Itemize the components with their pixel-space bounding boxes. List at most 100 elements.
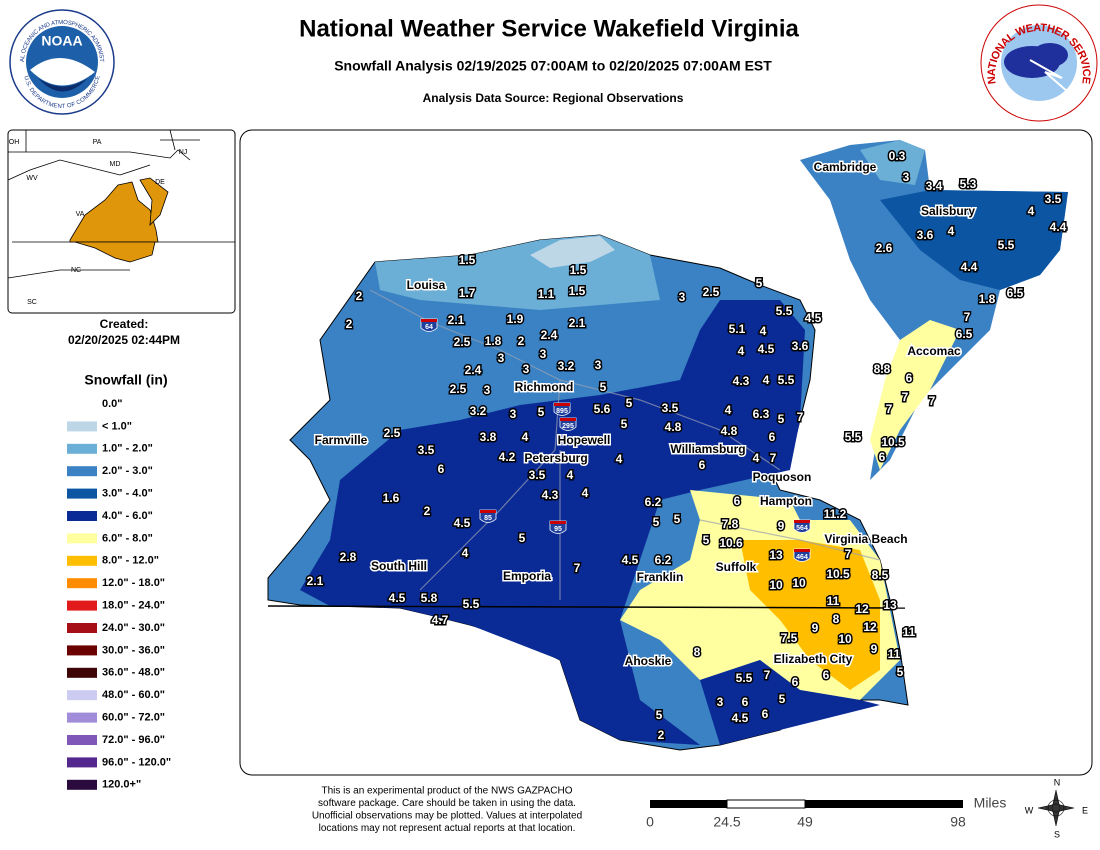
legend-label: 4.0" - 6.0": [102, 510, 153, 522]
snowfall-report: 5.5: [845, 430, 862, 444]
snowfall-report: 7: [574, 561, 581, 575]
shield-number: 64: [425, 324, 433, 331]
snowfall-report: 6: [792, 675, 799, 689]
snowfall-report: 3: [498, 351, 505, 365]
snowfall-report: 4: [738, 344, 745, 358]
snowfall-report: 1.5: [570, 263, 587, 277]
snowfall-report: 5: [756, 276, 763, 290]
snowfall-report: 5.6: [594, 402, 611, 416]
shield-number: 464: [796, 554, 808, 561]
snowfall-report: 4: [948, 224, 955, 238]
snowfall-report: 7: [764, 668, 771, 682]
snowfall-report: 7: [964, 310, 971, 324]
snowfall-report: 5.8: [421, 591, 438, 605]
legend-label: 36.0" - 48.0": [102, 667, 165, 679]
snowfall-report: 5: [656, 708, 663, 722]
snowfall-report: 7: [929, 394, 936, 408]
snowfall-report: 3.5: [662, 401, 679, 415]
state-label: PA: [93, 139, 102, 146]
snowfall-report: 3: [679, 290, 686, 304]
snowfall-report: 5.5: [776, 304, 793, 318]
legend-label: 6.0" - 8.0": [102, 532, 153, 544]
shield: [549, 520, 567, 534]
snowfall-report: 5: [897, 665, 904, 679]
snowfall-report: 4.3: [733, 374, 750, 388]
legend-swatch: [67, 712, 97, 723]
snowfall-report: 4: [1028, 204, 1035, 218]
snowfall-report: 5: [653, 515, 660, 529]
legend-swatch: [67, 623, 97, 633]
snowfall-report: 1.8: [979, 292, 996, 306]
noaa-text: NOAA: [41, 33, 82, 49]
snowfall-region: [530, 236, 615, 268]
snowfall-report: 8.8: [874, 362, 891, 376]
state-label: MD: [110, 161, 121, 168]
legend-label: 8.0" - 12.0": [102, 555, 159, 567]
shield-number: 564: [796, 525, 808, 532]
shield: [479, 509, 497, 523]
legend-swatch: [67, 757, 97, 768]
legend-swatch: [67, 511, 97, 521]
snowfall-report: 7.5: [781, 631, 798, 645]
snowfall-report: 3.4: [926, 179, 943, 193]
city-label: Virginia Beach: [824, 532, 907, 546]
snowfall-report: 11: [903, 625, 916, 639]
snowfall-report: 5: [519, 531, 526, 545]
snowfall-report: 11: [888, 647, 901, 661]
legend-label: 120.0+": [102, 779, 141, 791]
snowfall-report: 1.1: [538, 287, 555, 301]
state-label: SC: [27, 299, 37, 306]
shield-top: [560, 418, 576, 421]
snowfall-report: 4.8: [721, 424, 738, 438]
scale-tick-label: 24.5: [713, 814, 740, 830]
snowfall-report: 4: [462, 546, 469, 560]
snowfall-report: 8: [694, 645, 701, 659]
snowfall-report: 4.4: [961, 260, 978, 274]
snowfall-report: 4.8: [665, 420, 682, 434]
snowfall-report: 2.5: [703, 285, 720, 299]
compass-n: N: [1054, 777, 1061, 787]
snowfall-report: 6: [879, 450, 886, 464]
snowfall-report: 4.3: [542, 488, 559, 502]
city-label: Richmond: [515, 380, 574, 394]
snowfall-report: 7.8: [722, 517, 739, 531]
legend-label: < 1.0": [102, 420, 132, 432]
snowfall-report: 3: [484, 383, 491, 397]
snowfall-report: 4.4: [1050, 220, 1067, 234]
city-label: Suffolk: [716, 560, 757, 574]
snowfall-report: 5.5: [998, 238, 1015, 252]
subtitle: Snowfall Analysis 02/19/2025 07:00AM to …: [334, 58, 772, 74]
snowfall-report: 12: [863, 620, 877, 634]
snowfall-report: 5: [779, 692, 786, 706]
scale-tick-label: 0: [646, 814, 654, 830]
city-label: Salisbury: [921, 204, 975, 218]
city-label: Petersburg: [524, 451, 587, 465]
snowfall-report: 6.3: [753, 407, 770, 421]
snowfall-report: 3: [540, 347, 547, 361]
snowfall-report: 6: [769, 430, 776, 444]
disclaimer-line: Unofficial observations may be plotted. …: [312, 811, 582, 822]
city-label: Elizabeth City: [774, 652, 853, 666]
snowfall-report: 4.5: [454, 516, 471, 530]
snowfall-report: 5.1: [729, 322, 746, 336]
snowfall-report: 3.5: [418, 443, 435, 457]
city-label: Hopewell: [558, 433, 611, 447]
snowfall-report: 3: [717, 695, 724, 709]
disclaimer-line: software package. Care should be taken i…: [318, 798, 576, 809]
snowfall-report: 12: [855, 602, 869, 616]
snowfall-report: 5: [778, 412, 785, 426]
compass: N E S W: [1025, 777, 1088, 839]
snowfall-report: 6: [699, 458, 706, 472]
legend: 0.0" < 1.0" 1.0" - 2.0" 2.0" - 3.0" 3.0" - 4…: [67, 398, 171, 791]
state-label: NC: [71, 267, 81, 274]
legend-label: 2.0" - 3.0": [102, 465, 153, 477]
snowfall-report: 6.5: [1007, 286, 1024, 300]
snowfall-report: 3: [523, 362, 530, 376]
snowfall-report: 10: [769, 578, 783, 592]
snowfall-report: 6: [823, 668, 830, 682]
snowfall-report: 4.5: [732, 711, 749, 725]
snowfall-report: 8: [833, 612, 840, 626]
snowfall-report: 5: [600, 380, 607, 394]
snowfall-report: 1.8: [485, 334, 502, 348]
